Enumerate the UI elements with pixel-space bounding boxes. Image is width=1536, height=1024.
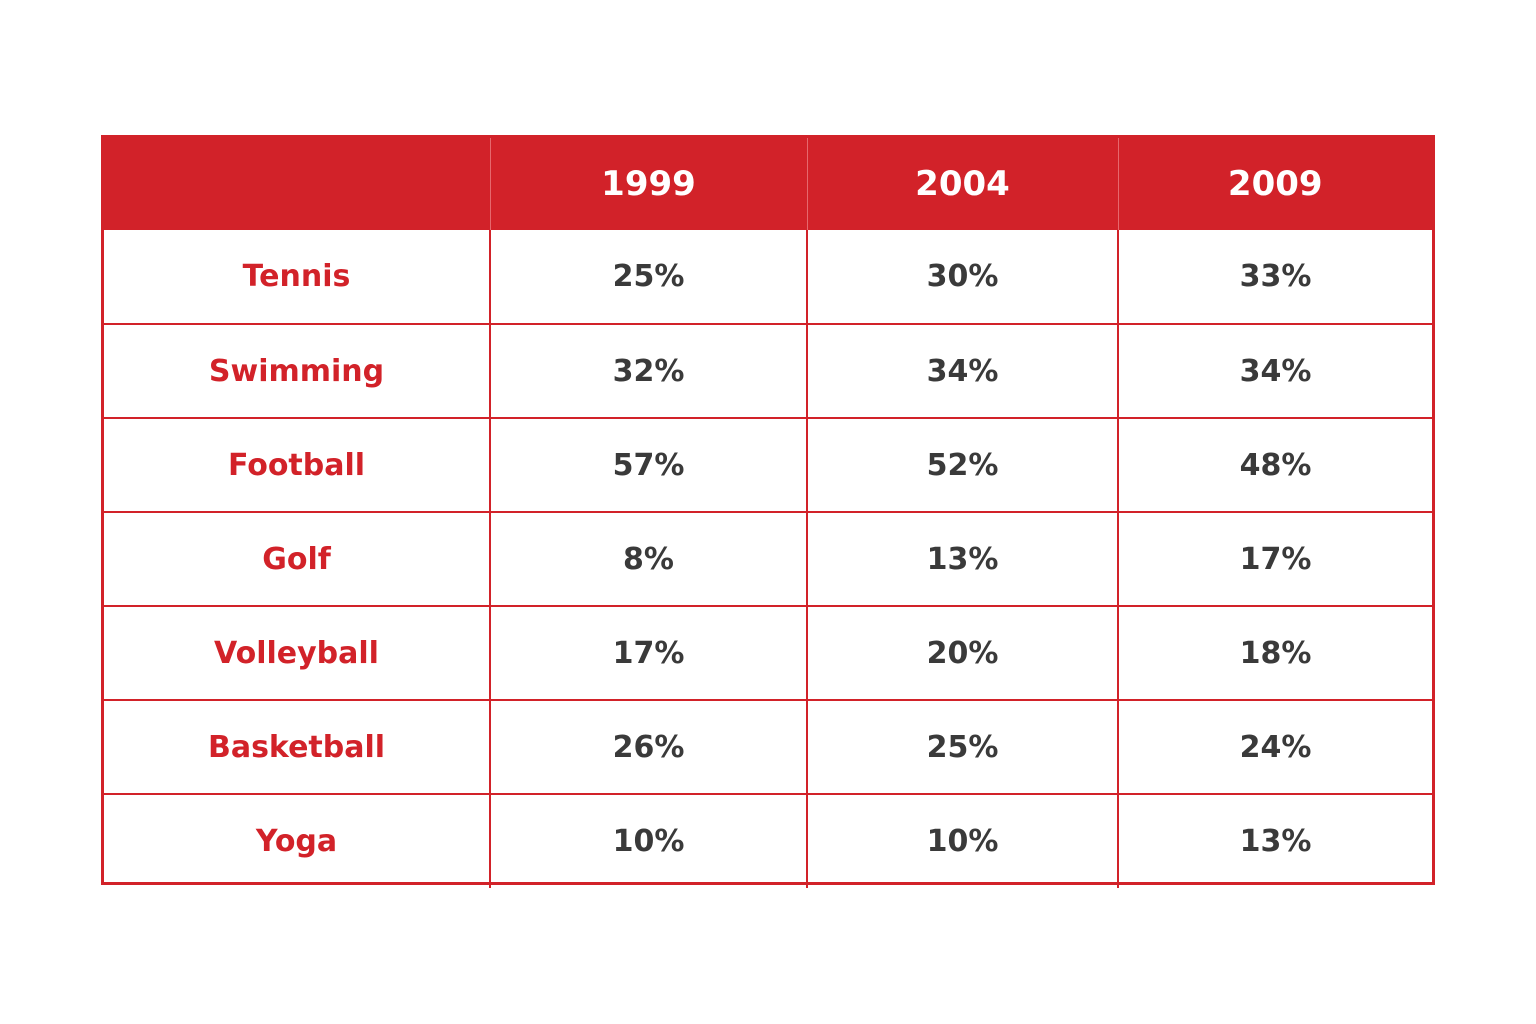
value-cell: 25% (807, 699, 1119, 794)
table-row: Swimming 32% 34% 34% (104, 323, 1432, 418)
value-cell: 20% (807, 605, 1119, 700)
table-row: Yoga 10% 10% 13% (104, 793, 1432, 888)
data-table: 1999 2004 2009 Tennis 25% 30% 33% Swimming 32… (104, 138, 1432, 888)
table-row: Basketball 26% 25% 24% (104, 699, 1432, 794)
table-header-row: 1999 2004 2009 (104, 138, 1432, 230)
value-cell: 10% (807, 793, 1119, 888)
value-cell: 25% (490, 230, 808, 324)
value-cell: 8% (490, 511, 808, 606)
header-year-2004: 2004 (807, 138, 1119, 230)
table-row: Tennis 25% 30% 33% (104, 230, 1432, 324)
value-cell: 10% (490, 793, 808, 888)
value-cell: 17% (1118, 511, 1432, 606)
value-cell: 26% (490, 699, 808, 794)
table-row: Volleyball 17% 20% 18% (104, 605, 1432, 700)
row-label-cell: Basketball (104, 699, 491, 794)
table-row: Golf 8% 13% 17% (104, 511, 1432, 606)
row-label-cell: Volleyball (104, 605, 491, 700)
value-cell: 32% (490, 323, 808, 418)
value-cell: 13% (1118, 793, 1432, 888)
value-cell: 18% (1118, 605, 1432, 700)
header-year-2009: 2009 (1227, 164, 1323, 204)
data-table-container: 1999 2004 2009 Tennis 25% 30% 33% Swimming 32… (101, 135, 1435, 888)
value-cell: 17% (490, 605, 808, 700)
value-cell: 13% (807, 511, 1119, 606)
value-cell: 52% (807, 417, 1119, 512)
value-cell: 24% (1118, 699, 1432, 794)
row-label-cell: Swimming (104, 323, 491, 418)
row-label-cell: Yoga (104, 793, 491, 888)
row-label-cell: Tennis (104, 230, 491, 324)
value-cell: 57% (490, 417, 808, 512)
table-row: Football 57% 52% 48% (104, 417, 1432, 512)
value-cell: 34% (1118, 323, 1432, 418)
value-cell: 34% (807, 323, 1119, 418)
row-label-cell: Football (104, 417, 491, 512)
row-label-cell: Golf (104, 511, 491, 606)
header-year-1999: 1999 (490, 138, 808, 230)
header-corner-cell (104, 138, 491, 230)
value-cell: 30% (807, 230, 1119, 324)
value-cell: 33% (1239, 259, 1312, 294)
value-cell: 48% (1118, 417, 1432, 512)
